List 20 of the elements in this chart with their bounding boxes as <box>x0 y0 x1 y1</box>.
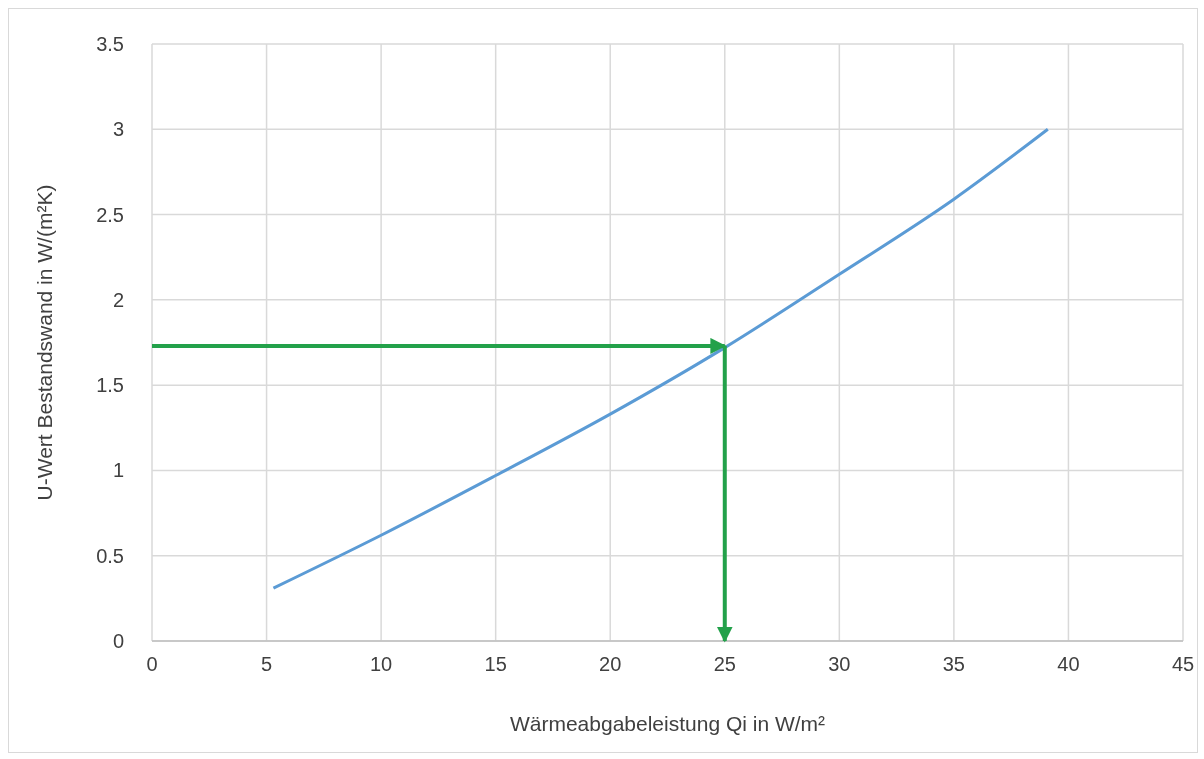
y-tick-label: 0 <box>112 630 124 652</box>
x-tick-label: 25 <box>713 653 736 675</box>
y-tick-label: 1.5 <box>96 374 124 397</box>
y-tick-label: 3.5 <box>96 33 124 55</box>
x-tick-label: 40 <box>1057 653 1080 675</box>
y-tick-label: 2.5 <box>96 203 124 226</box>
x-tick-label: 30 <box>828 653 851 675</box>
y-tick-label: 3 <box>112 118 124 141</box>
x-tick-label: 10 <box>369 653 393 675</box>
y-tick-label: 2 <box>112 288 124 311</box>
x-tick-label: 35 <box>942 653 966 675</box>
y-axis-title: U-Wert Bestandswand in W/(m²K) <box>33 184 56 501</box>
x-tick-label: 20 <box>599 653 622 675</box>
y-tick-label: 0.5 <box>96 544 124 567</box>
x-tick-label: 0 <box>146 653 158 675</box>
x-axis-title: Wärmeabgabeleistung Qi in W/m² <box>509 712 826 735</box>
x-tick-label: 5 <box>260 653 273 675</box>
y-tick-label: 1 <box>112 459 124 482</box>
x-tick-label: 15 <box>484 653 507 675</box>
x-tick-label: 45 <box>1171 653 1195 675</box>
